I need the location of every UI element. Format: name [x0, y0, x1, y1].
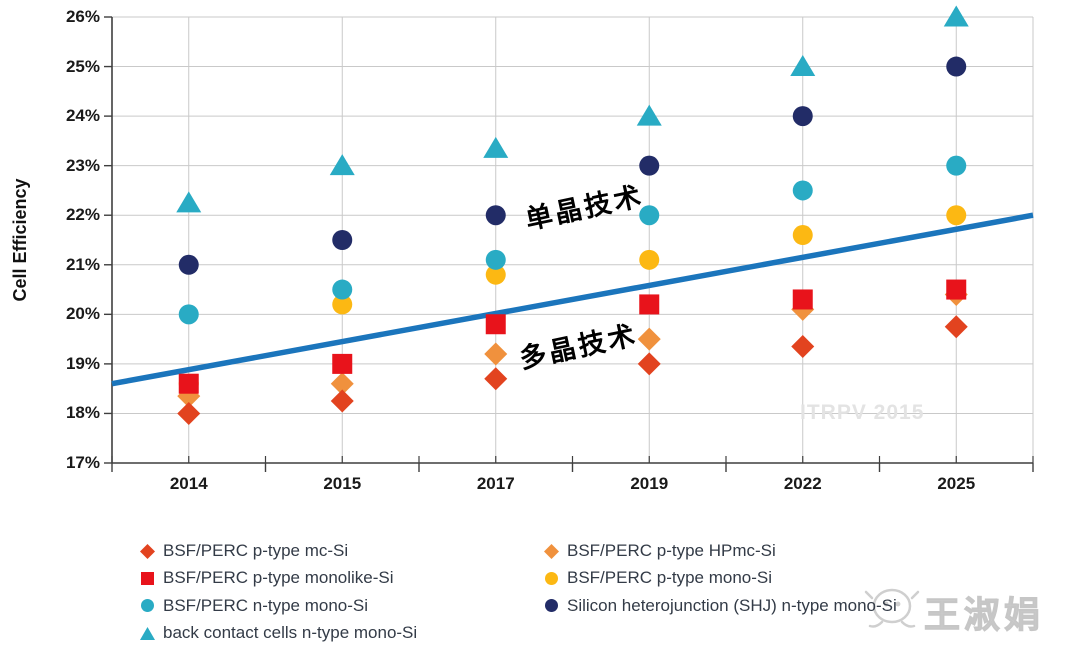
- data-point: [639, 155, 660, 176]
- legend-item: BSF/PERC p-type mono-Si: [544, 567, 772, 589]
- data-point: [484, 342, 508, 366]
- x-tick-label: 2017: [476, 474, 515, 493]
- data-point: [946, 279, 967, 300]
- data-point: [483, 136, 509, 158]
- legend-item: BSF/PERC n-type mono-Si: [140, 595, 368, 617]
- legend-label: BSF/PERC n-type mono-Si: [163, 595, 369, 615]
- trend-line: [111, 212, 1034, 387]
- data-point: [792, 289, 813, 310]
- data-point: [946, 56, 967, 77]
- y-tick-label: 22%: [65, 205, 100, 225]
- data-point: [329, 154, 355, 176]
- y-tick-label: 18%: [65, 403, 100, 423]
- data-point: [178, 304, 199, 325]
- data-point: [639, 249, 660, 270]
- data-point: [639, 205, 660, 226]
- data-point: [485, 264, 506, 285]
- data-point: [636, 104, 662, 126]
- diamond-legend-icon: [544, 543, 559, 559]
- y-tick-label: 24%: [65, 106, 100, 126]
- legend-label: BSF/PERC p-type HPmc-Si: [567, 541, 776, 560]
- data-point: [485, 314, 506, 335]
- data-point: [330, 372, 354, 396]
- data-point: [332, 353, 353, 374]
- data-point: [176, 191, 202, 213]
- y-tick-label: 17%: [65, 453, 100, 472]
- data-point: [791, 335, 815, 359]
- data-point: [637, 352, 661, 376]
- y-axis-title: Cell Efficiency: [10, 178, 30, 302]
- data-point: [177, 401, 201, 425]
- data-point: [332, 230, 353, 250]
- data-point: [178, 254, 199, 275]
- x-tick-label: 2025: [937, 474, 976, 493]
- legend-item: BSF/PERC p-type mc-Si: [140, 540, 348, 562]
- legend-item: BSF/PERC p-type HPmc-Si: [544, 540, 776, 562]
- data-point: [332, 279, 353, 300]
- data-point: [330, 389, 354, 413]
- circle-legend-icon: [141, 599, 154, 613]
- y-tick-label: 26%: [65, 7, 100, 26]
- author-watermark-text: 王淑娟: [923, 593, 1045, 635]
- legend-label: BSF/PERC p-type mono-Si: [567, 568, 773, 588]
- data-point: [792, 106, 813, 127]
- x-tick-label: 2022: [783, 474, 822, 493]
- circle-legend-icon: [545, 571, 558, 585]
- y-tick-label: 25%: [65, 56, 100, 76]
- chart-legend: BSF/PERC p-type mc-Si BSF/PERC p-type mon…: [0, 536, 1066, 648]
- data-point: [484, 367, 508, 391]
- legend-label: Silicon heterojunction (SHJ) n-type mono…: [567, 595, 897, 615]
- cartoon-face-icon: [858, 582, 924, 641]
- legend-item: BSF/PERC p-type monolike-Si: [140, 567, 394, 589]
- y-tick-label: 19%: [65, 353, 100, 373]
- data-point: [485, 249, 506, 270]
- data-point: [637, 327, 661, 351]
- y-tick-label: 21%: [65, 254, 100, 274]
- data-point: [946, 205, 967, 226]
- data-point: [792, 225, 813, 246]
- data-point: [943, 5, 969, 27]
- data-point: [792, 180, 813, 201]
- data-point: [332, 294, 353, 315]
- legend-item: back contact cells n-type mono-Si: [140, 622, 417, 644]
- y-tick-label: 23%: [65, 155, 100, 175]
- diamond-legend-icon: [140, 543, 155, 559]
- data-point: [944, 315, 968, 339]
- legend-label: BSF/PERC p-type mc-Si: [163, 541, 349, 560]
- triangle-legend-icon: [140, 626, 155, 640]
- circle-legend-icon: [545, 599, 558, 613]
- data-point: [178, 373, 199, 394]
- legend-item: Silicon heterojunction (SHJ) n-type mono…: [544, 595, 897, 617]
- data-point: [485, 205, 506, 226]
- x-tick-label: 2019: [630, 474, 669, 493]
- data-point: [639, 294, 660, 315]
- legend-label: back contact cells n-type mono-Si: [163, 623, 418, 643]
- y-tick-label: 20%: [65, 304, 100, 324]
- x-tick-label: 2015: [323, 474, 362, 493]
- x-tick-label: 2014: [169, 474, 208, 493]
- legend-label: BSF/PERC p-type monolike-Si: [163, 568, 394, 588]
- data-point: [790, 55, 816, 77]
- itrpv-watermark: ITRPV 2015: [800, 401, 925, 424]
- square-legend-icon: [141, 571, 154, 585]
- data-point: [946, 155, 967, 176]
- author-watermark: 王淑娟: [858, 582, 1044, 641]
